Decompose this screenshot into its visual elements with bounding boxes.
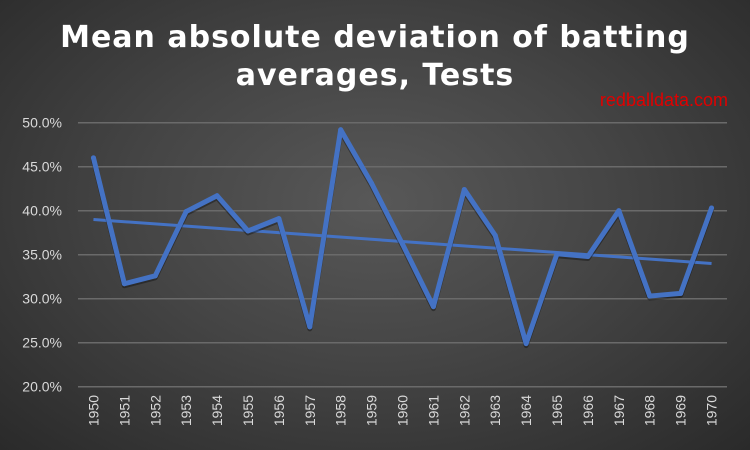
x-tick-label: 1958 bbox=[333, 395, 349, 426]
x-tick-label: 1964 bbox=[518, 395, 534, 426]
x-tick-label: 1954 bbox=[209, 395, 225, 426]
data-point bbox=[183, 209, 189, 215]
x-tick-label: 1962 bbox=[456, 395, 472, 426]
y-tick-label: 30.0% bbox=[22, 291, 62, 307]
data-point bbox=[245, 228, 251, 234]
data-point bbox=[461, 187, 467, 193]
y-tick-label: 25.0% bbox=[22, 335, 62, 351]
watermark: redballdata.com bbox=[599, 90, 728, 110]
data-point bbox=[678, 290, 684, 296]
x-tick-label: 1952 bbox=[147, 395, 163, 426]
x-tick-label: 1951 bbox=[116, 395, 132, 426]
data-point bbox=[400, 241, 405, 247]
x-tick-label: 1970 bbox=[704, 395, 720, 426]
data-point bbox=[90, 155, 96, 161]
y-tick-label: 45.0% bbox=[22, 159, 62, 175]
data-point bbox=[430, 304, 436, 310]
x-tick-label: 1960 bbox=[395, 395, 411, 426]
data-point bbox=[709, 205, 715, 211]
x-tick-label: 1961 bbox=[425, 395, 441, 426]
x-tick-label: 1965 bbox=[549, 395, 565, 426]
data-point bbox=[276, 216, 282, 222]
data-point bbox=[616, 208, 622, 214]
x-tick-label: 1966 bbox=[580, 395, 596, 426]
x-tick-label: 1950 bbox=[85, 395, 101, 426]
data-point bbox=[307, 324, 313, 330]
y-tick-label: 20.0% bbox=[22, 379, 62, 395]
y-tick-label: 40.0% bbox=[22, 203, 62, 219]
x-tick-label: 1963 bbox=[487, 395, 503, 426]
chart-title-line2: averages, Tests bbox=[235, 58, 515, 93]
data-point bbox=[554, 251, 560, 257]
x-tick-label: 1969 bbox=[673, 395, 689, 426]
y-tick-label: 50.0% bbox=[22, 115, 62, 131]
data-point bbox=[338, 127, 344, 133]
x-tick-label: 1956 bbox=[271, 395, 287, 426]
series-line bbox=[90, 127, 715, 347]
data-point bbox=[214, 193, 220, 199]
x-tick-label: 1957 bbox=[302, 395, 318, 426]
chart-title-line1: Mean absolute deviation of batting bbox=[60, 20, 690, 55]
x-tick-label: 1967 bbox=[611, 395, 627, 426]
data-point bbox=[152, 273, 158, 279]
data-point bbox=[647, 293, 653, 299]
data-point bbox=[369, 180, 375, 186]
data-point bbox=[585, 253, 591, 259]
x-tick-label: 1955 bbox=[240, 395, 256, 426]
data-point bbox=[523, 341, 529, 347]
x-tick-label: 1953 bbox=[178, 395, 194, 426]
data-point bbox=[492, 232, 498, 238]
y-tick-label: 35.0% bbox=[22, 247, 62, 263]
x-tick-label: 1968 bbox=[642, 395, 658, 426]
data-point bbox=[121, 281, 127, 287]
x-tick-label: 1959 bbox=[364, 395, 380, 426]
